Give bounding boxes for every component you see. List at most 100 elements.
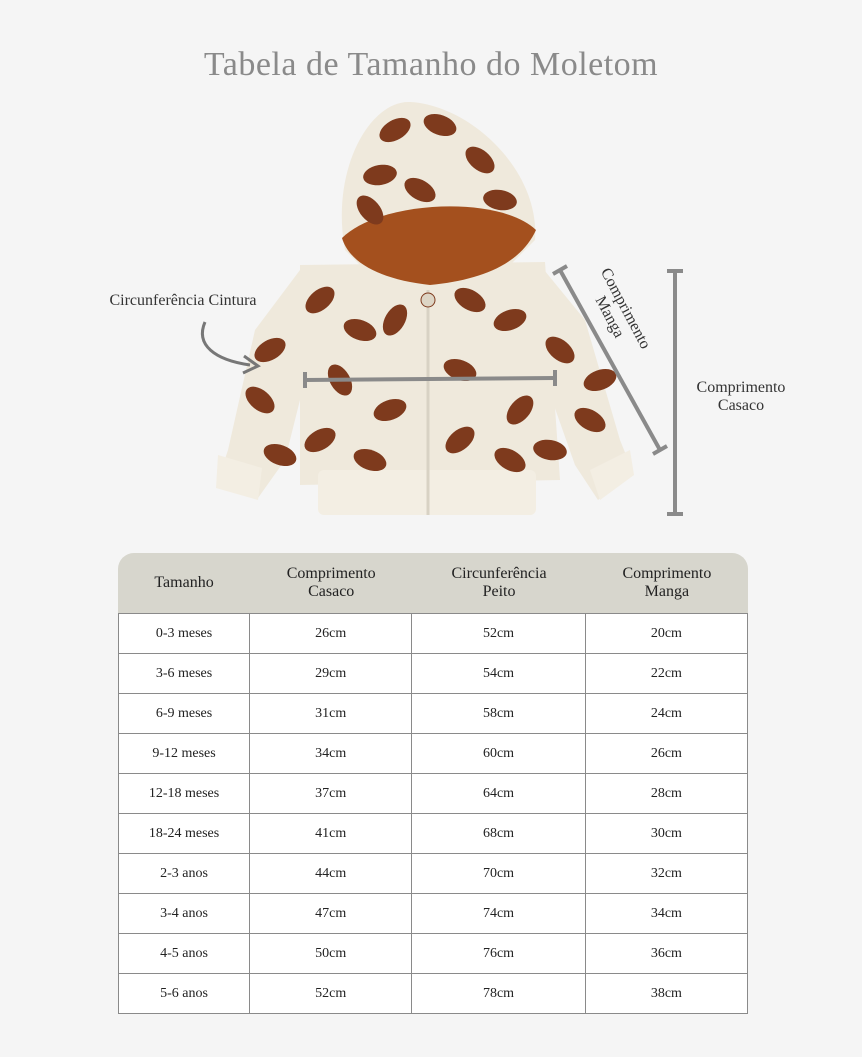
table-cell: 41cm xyxy=(250,814,413,854)
leaf-print xyxy=(465,146,495,174)
column-header-line: Comprimento xyxy=(286,565,376,582)
leaf-print xyxy=(494,447,526,473)
waist-arrow xyxy=(200,321,251,367)
table-cell: 34cm xyxy=(250,734,413,774)
table-body: 0-3 meses 26cm 52cm 20cm 3-6 meses 29cm 54cm 22… xyxy=(118,613,748,1014)
table-cell: 20cm xyxy=(585,613,748,654)
column-header-line: Tamanho xyxy=(154,574,214,591)
table-row: 2-3 anos 44cm 70cm 32cm xyxy=(118,854,748,894)
table-row: 12-18 meses 37cm 64cm 28cm xyxy=(118,774,748,814)
table-cell: 52cm xyxy=(250,974,413,1014)
table-cell: 3-4 anos xyxy=(118,894,251,934)
leaf-print xyxy=(363,164,397,186)
leaf-print xyxy=(304,427,336,453)
table-cell: 31cm xyxy=(250,694,413,734)
table-cell: 50cm xyxy=(250,934,413,974)
leaf-print xyxy=(343,318,377,342)
leaf-print xyxy=(583,368,617,392)
table-cell: 18-24 meses xyxy=(118,814,251,854)
table-row: 0-3 meses 26cm 52cm 20cm xyxy=(118,613,748,654)
leaf-print xyxy=(483,189,517,211)
column-header: Comprimento Manga xyxy=(585,553,748,613)
column-header-line: Manga xyxy=(644,583,690,600)
table-cell: 37cm xyxy=(250,774,413,814)
leaf-print xyxy=(254,337,286,363)
column-header-line: Comprimento xyxy=(622,565,712,582)
column-header: Comprimento Casaco xyxy=(250,553,413,613)
table-cell: 74cm xyxy=(412,894,586,934)
table-cell: 6-9 meses xyxy=(118,694,251,734)
leaf-print xyxy=(404,177,436,203)
waist-label: Circunferência Cintura xyxy=(109,292,257,309)
leaf-print xyxy=(445,426,475,454)
table-row: 6-9 meses 31cm 58cm 24cm xyxy=(118,694,748,734)
table-cell: 78cm xyxy=(412,974,586,1014)
table-row: 5-6 anos 52cm 78cm 38cm xyxy=(118,974,748,1014)
leaf-print xyxy=(493,308,527,332)
table-cell: 68cm xyxy=(412,814,586,854)
table-cell: 47cm xyxy=(250,894,413,934)
length-label-line: Comprimento xyxy=(696,379,786,396)
table-cell: 22cm xyxy=(585,654,748,694)
table-cell: 32cm xyxy=(585,854,748,894)
leaf-print xyxy=(382,304,408,336)
table-cell: 52cm xyxy=(412,613,586,654)
table-cell: 30cm xyxy=(585,814,748,854)
leaf-print xyxy=(545,336,575,364)
table-row: 4-5 anos 50cm 76cm 36cm xyxy=(118,934,748,974)
leaf-print xyxy=(533,439,567,461)
table-cell: 54cm xyxy=(412,654,586,694)
leaf-print xyxy=(423,113,457,137)
hoodie-illustration xyxy=(200,101,683,516)
table-cell: 3-6 meses xyxy=(118,654,251,694)
leaf-print xyxy=(506,395,534,425)
size-table: Tamanho Comprimento Casaco Circunferência Pe… xyxy=(118,553,748,1014)
leaf-print xyxy=(454,287,486,313)
table-cell: 60cm xyxy=(412,734,586,774)
table-cell: 29cm xyxy=(250,654,413,694)
table-cell: 64cm xyxy=(412,774,586,814)
table-cell: 2-3 anos xyxy=(118,854,251,894)
length-label: Comprimento Casaco xyxy=(686,379,796,415)
length-label-line: Casaco xyxy=(717,397,765,414)
waist-arrow-head xyxy=(242,354,261,375)
page-title: Tabela de Tamanho do Moletom xyxy=(203,46,659,83)
table-cell: 36cm xyxy=(585,934,748,974)
leaf-print xyxy=(379,117,411,143)
column-header: Circunferência Peito xyxy=(412,553,586,613)
table-row: 3-4 anos 47cm 74cm 34cm xyxy=(118,894,748,934)
leaf-print xyxy=(353,448,387,472)
column-header-line: Casaco xyxy=(308,583,355,600)
table-cell: 28cm xyxy=(585,774,748,814)
leaf-print xyxy=(245,386,275,414)
sleeve-measure-line xyxy=(558,269,662,451)
table-cell: 58cm xyxy=(412,694,586,734)
table-cell: 38cm xyxy=(585,974,748,1014)
leaf-print xyxy=(356,195,384,225)
column-header: Tamanho xyxy=(118,553,251,613)
leaf-print xyxy=(574,407,606,433)
table-row: 9-12 meses 34cm 60cm 26cm xyxy=(118,734,748,774)
column-header-line: Peito xyxy=(482,583,516,600)
table-cell: 26cm xyxy=(585,734,748,774)
leaf-pattern xyxy=(245,113,617,473)
table-cell: 4-5 anos xyxy=(118,934,251,974)
table-header-row: Tamanho Comprimento Casaco Circunferência Pe… xyxy=(118,553,748,613)
table-cell: 34cm xyxy=(585,894,748,934)
waist-measure-line xyxy=(304,376,556,382)
leaf-print xyxy=(443,358,477,382)
table-cell: 12-18 meses xyxy=(118,774,251,814)
table-cell: 70cm xyxy=(412,854,586,894)
leaf-print xyxy=(305,286,335,314)
leaf-print xyxy=(373,398,407,422)
leaf-print xyxy=(263,443,297,467)
table-cell: 76cm xyxy=(412,934,586,974)
measure-lines xyxy=(303,264,683,516)
table-row: 3-6 meses 29cm 54cm 22cm xyxy=(118,654,748,694)
table-cell: 26cm xyxy=(250,613,413,654)
column-header-line: Circunferência xyxy=(451,565,547,582)
table-cell: 24cm xyxy=(585,694,748,734)
table-row: 18-24 meses 41cm 68cm 30cm xyxy=(118,814,748,854)
table-cell: 5-6 anos xyxy=(118,974,251,1014)
table-cell: 9-12 meses xyxy=(118,734,251,774)
